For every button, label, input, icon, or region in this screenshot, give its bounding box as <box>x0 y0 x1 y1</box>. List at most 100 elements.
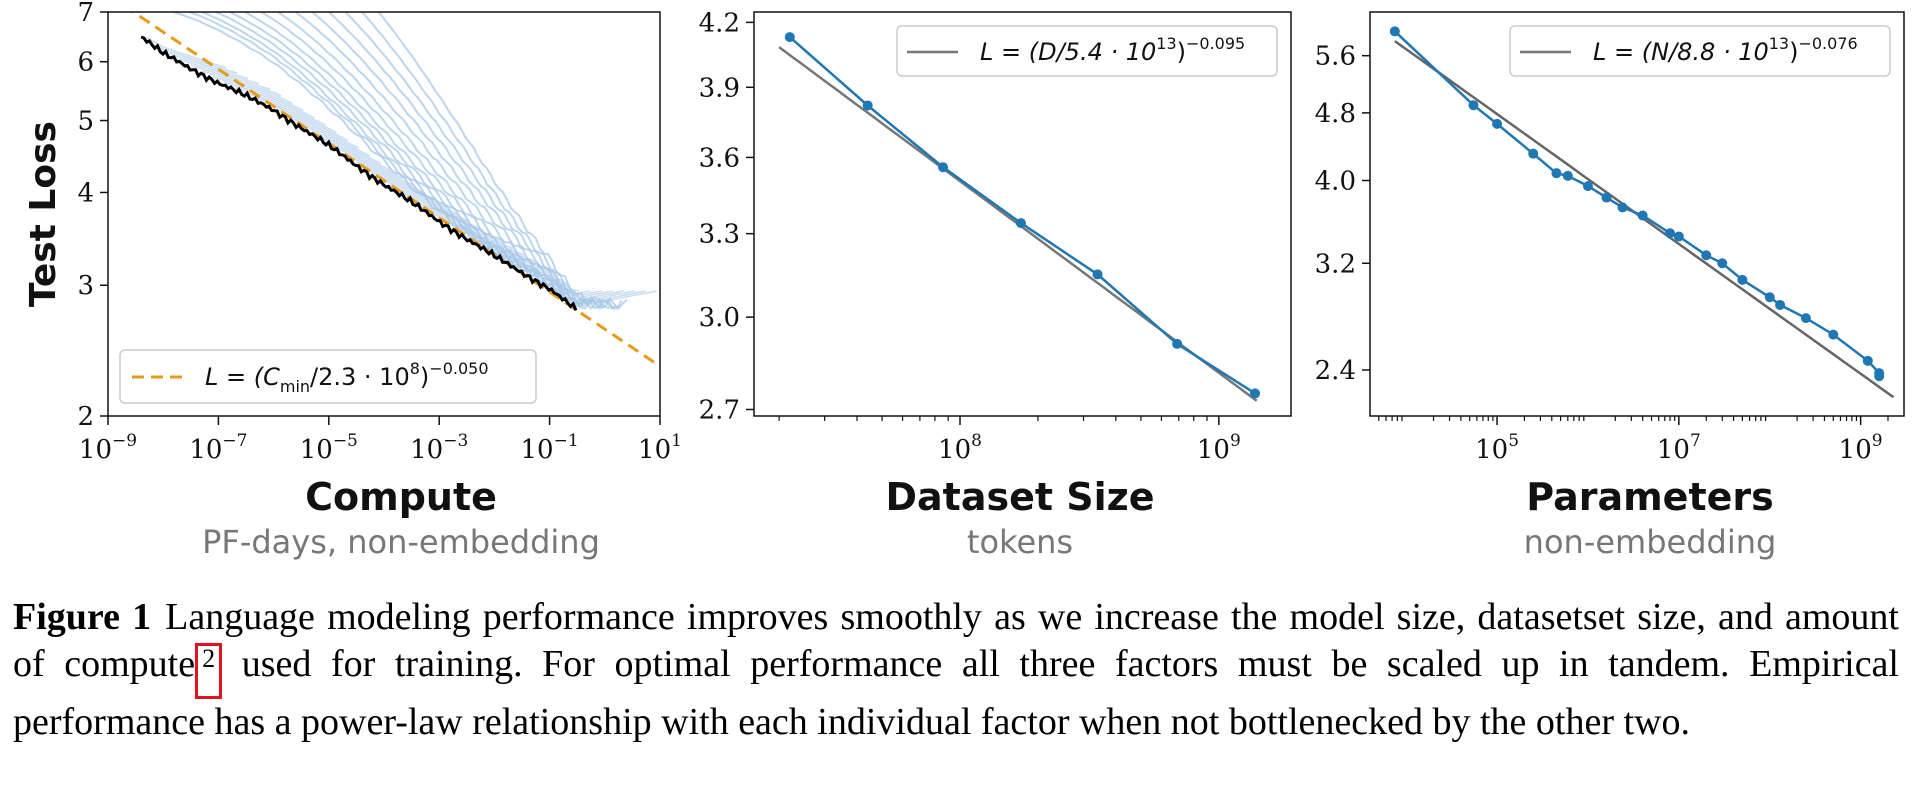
dataset-legend-label: L = (D/5.4 · 1013)−0.095 <box>980 34 1245 66</box>
parameters-panel: 2.4 3.2 4.0 4.8 5.6 105 107 109 L = (N/8.8 · 1… <box>1315 11 1905 561</box>
y-tick-label: 2.4 <box>1315 356 1356 386</box>
y-tick-label: 4.8 <box>1315 99 1356 129</box>
dataset-y-ticks: 2.7 3.0 3.3 3.6 3.9 4.2 <box>699 8 754 425</box>
parameters-legend-box <box>1509 25 1891 77</box>
training-curve <box>532 274 613 299</box>
training-curve <box>278 109 359 149</box>
parameters-data-line <box>1393 30 1881 377</box>
dataset-plot-frame <box>753 11 1292 417</box>
training-curve <box>389 184 470 223</box>
x-tick-label: 101 <box>638 431 682 465</box>
compute-legend: L = (Cmin/2.3 · 108)−0.050 <box>119 349 537 404</box>
parameters-data-points <box>1389 26 1885 382</box>
y-tick-label: 3 <box>77 271 94 301</box>
data-point <box>1250 388 1261 399</box>
x-tick-label: 105 <box>1475 431 1519 465</box>
compute-legend-box <box>119 349 537 404</box>
training-curve <box>466 234 547 269</box>
training-curve <box>300 123 382 165</box>
parameters-y-ticks: 2.4 3.2 4.0 4.8 5.6 <box>1315 42 1370 386</box>
data-point <box>1528 148 1539 159</box>
y-tick-label: 5.6 <box>1315 42 1356 72</box>
dataset-x-axis-title: Dataset Size <box>885 475 1154 519</box>
dataset-x-axis-subtitle: tokens <box>967 523 1073 561</box>
training-curve <box>367 168 448 209</box>
training-curve <box>488 248 569 286</box>
training-curve <box>400 191 481 230</box>
dataset-panel: 2.7 3.0 3.3 3.6 3.9 4.2 108 109 L = (D/5.4 · 1… <box>699 8 1292 561</box>
data-point <box>938 162 949 173</box>
y-tick-label: 5 <box>77 107 94 137</box>
y-tick-label: 3.3 <box>699 220 740 250</box>
dataset-data-line <box>788 36 1256 395</box>
training-curve <box>356 161 437 201</box>
parameters-plot-frame <box>1369 11 1905 417</box>
data-point <box>1717 258 1728 269</box>
training-curve <box>146 37 227 69</box>
data-point <box>1637 210 1648 221</box>
compute-training-curves <box>146 12 657 310</box>
training-curve <box>345 153 426 194</box>
compute-x-ticks: 10−9 10−7 10−5 10−3 10−1 101 <box>79 416 682 465</box>
x-tick-label: 10−1 <box>521 431 579 465</box>
compute-y-ticks: 2 3 4 5 6 7 <box>77 0 108 432</box>
y-tick-label: 3.2 <box>1315 249 1356 279</box>
training-curve <box>322 138 404 179</box>
compute-panel: 2 3 4 5 6 7 10−9 10−7 10−5 10−3 10−1 101 Test Loss… <box>23 0 682 561</box>
training-curve <box>223 81 304 112</box>
training-curve <box>311 131 393 172</box>
x-tick-label: 109 <box>1839 431 1883 465</box>
training-curve <box>477 241 558 277</box>
footnote-marker: 2 <box>202 644 216 673</box>
training-curve <box>543 281 624 301</box>
parameters-legend-label: L = (N/8.8 · 1013)−0.076 <box>1593 34 1858 66</box>
y-tick-label: 2.7 <box>699 395 740 425</box>
y-tick-label: 2 <box>77 402 94 432</box>
training-curve <box>422 206 503 243</box>
training-curve <box>190 64 271 91</box>
caption-label: Figure 1 <box>13 596 152 638</box>
training-curve <box>455 227 536 263</box>
data-point <box>1737 274 1748 285</box>
x-tick-label: 108 <box>938 431 982 465</box>
data-point <box>1389 26 1400 37</box>
training-curve <box>433 213 514 250</box>
data-point <box>1701 250 1712 261</box>
y-tick-label: 3.0 <box>699 303 740 333</box>
compute-x-axis-subtitle: PF-days, non-embedding <box>202 523 600 561</box>
y-tick-label: 4 <box>77 178 94 208</box>
training-curve <box>234 86 315 119</box>
footnote-marker-highlight[interactable]: 2 <box>195 643 223 699</box>
dataset-data-points <box>784 32 1261 399</box>
data-point <box>1015 218 1026 229</box>
training-curve <box>411 198 492 237</box>
x-tick-label: 10−7 <box>189 431 247 465</box>
data-point <box>1665 228 1676 239</box>
y-tick-label: 4.2 <box>699 8 740 38</box>
data-point <box>1862 355 1873 366</box>
y-tick-label: 4.0 <box>1315 167 1356 197</box>
dataset-legend-box <box>896 25 1278 77</box>
y-tick-label: 6 <box>77 48 94 78</box>
data-point <box>784 32 795 43</box>
x-tick-label: 10−3 <box>410 431 468 465</box>
y-tick-label: 3.6 <box>699 143 740 173</box>
data-point <box>1601 192 1612 203</box>
compute-x-axis-title: Compute <box>305 475 497 519</box>
training-curve <box>577 290 657 308</box>
data-point <box>1172 338 1183 349</box>
training-curve <box>267 103 348 142</box>
data-point <box>1468 100 1479 111</box>
dataset-legend: L = (D/5.4 · 1013)−0.095 <box>896 25 1278 77</box>
data-point <box>1617 202 1628 213</box>
data-point <box>1828 329 1839 340</box>
caption-text-before: Language modeling performance improves s… <box>13 596 1899 685</box>
training-curve <box>444 220 525 256</box>
compute-frontier-line <box>140 35 578 311</box>
training-curve <box>212 75 293 105</box>
data-point <box>1492 118 1503 129</box>
training-curve <box>378 176 459 216</box>
training-curve <box>565 290 646 305</box>
x-tick-label: 10−5 <box>300 431 358 465</box>
data-point <box>1562 170 1573 181</box>
